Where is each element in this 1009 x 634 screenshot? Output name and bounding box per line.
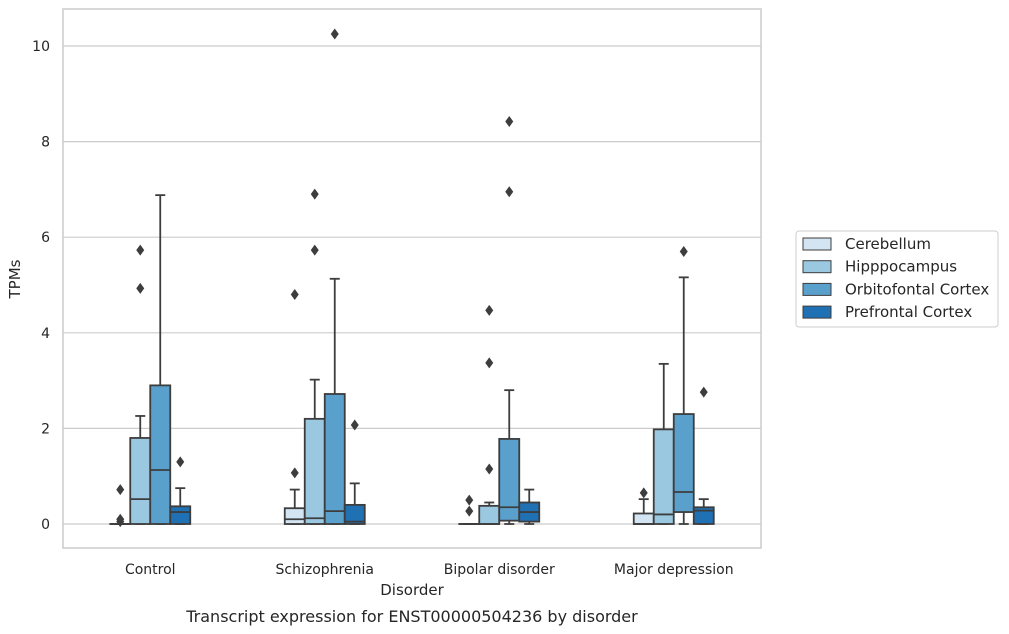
legend-swatch [802,305,832,319]
box-iqr [343,503,366,525]
outlier-point [116,484,125,496]
box-iqr [672,413,695,513]
outlier-point [350,419,359,431]
plot-area-frame [62,8,762,549]
figure-caption: Transcript expression for ENST0000050423… [185,607,638,626]
box-orbitofontal-cortex-major-depression [672,246,695,525]
box-prefrontal-cortex-control [169,456,192,525]
outlier-point [290,467,299,479]
box-hipppocampus-major-depression [652,362,675,525]
legend-label: Hipppocampus [845,258,957,276]
series-orbitofontal-cortex [149,28,695,525]
outlier-point [485,304,494,316]
y-tick-label: 6 [41,230,50,246]
box-hipppocampus-bipolar-disorder [478,304,501,525]
y-tick-label: 4 [41,326,50,342]
box-prefrontal-cortex-schizophrenia [343,419,366,525]
box-orbitofontal-cortex-schizophrenia [323,28,346,525]
x-axis-label: Disorder [380,581,444,599]
box-iqr [283,507,306,525]
x-tick-labels: Control Schizophrenia Bipolar disorder Majo… [125,562,734,578]
x-tick-label-bipolar-disorder: Bipolar disorder [444,562,555,578]
box-cerebellum-control [109,484,132,528]
outlier-point [310,244,319,256]
series-hipppocampus [129,188,675,525]
box-iqr [498,438,521,522]
box-iqr [632,512,655,525]
series-cerebellum [109,289,655,528]
legend-frame [795,230,999,328]
outlier-point [505,186,514,198]
box-cerebellum-bipolar-disorder [458,494,481,525]
y-tick-label: 2 [41,421,50,437]
legend-swatch [802,282,832,296]
y-tick-label: 0 [41,517,50,533]
box-iqr [129,437,152,525]
y-tick-label: 10 [32,39,50,55]
x-tick-label-major-depression: Major depression [614,562,734,578]
outlier-point [136,244,145,256]
box-iqr [303,417,326,525]
y-axis-label: TPMs [6,259,24,299]
legend-label: Cerebellum [845,235,931,253]
outlier-point [310,188,319,200]
legend-item-prefrontal-cortex: Prefrontal Cortex [802,303,972,321]
y-tick-label: 8 [41,135,50,151]
legend-swatch [802,260,832,274]
box-iqr [323,393,346,525]
legend-items: Cerebellum Hipppocampus Orbitofontal Corte… [802,235,989,321]
legend-item-cerebellum: Cerebellum [802,235,931,253]
box-orbitofontal-cortex-bipolar-disorder [498,116,521,525]
box-hipppocampus-schizophrenia [303,188,326,525]
box-iqr [478,504,501,525]
box-cerebellum-major-depression [632,487,655,525]
legend-swatch [802,237,832,251]
box-prefrontal-cortex-major-depression [692,386,715,525]
outlier-point [116,516,125,528]
box-iqr [169,505,192,525]
outlier-point [485,357,494,369]
outlier-point [699,386,708,398]
outlier-point [176,456,185,468]
y-tick-labels: 0 2 4 6 8 10 [32,39,50,533]
box-iqr [149,384,172,525]
x-tick-label-control: Control [125,562,176,578]
outlier-point [136,282,145,294]
legend: Cerebellum Hipppocampus Orbitofontal Corte… [795,230,999,328]
outlier-point [465,494,474,506]
legend-label: Orbitofontal Cortex [845,280,989,298]
box-orbitofontal-cortex-control [149,194,172,525]
legend-label: Prefrontal Cortex [845,303,972,321]
legend-item-hipppocampus: Hipppocampus [802,258,957,276]
outlier-point [330,28,339,40]
box-prefrontal-cortex-bipolar-disorder [518,488,541,525]
outlier-point [290,289,299,301]
legend-item-orbitofontal-cortex: Orbitofontal Cortex [802,280,989,298]
series-prefrontal-cortex [169,386,715,525]
outlier-point [485,463,494,475]
outlier-point [465,505,474,517]
outlier-point [639,487,648,499]
outlier-point [679,246,688,258]
box-series-layer [109,28,715,528]
box-cerebellum-schizophrenia [283,289,306,525]
x-tick-label-schizophrenia: Schizophrenia [276,562,374,578]
box-iqr [652,428,675,525]
box-hipppocampus-control [129,244,152,525]
outlier-point [505,116,514,128]
